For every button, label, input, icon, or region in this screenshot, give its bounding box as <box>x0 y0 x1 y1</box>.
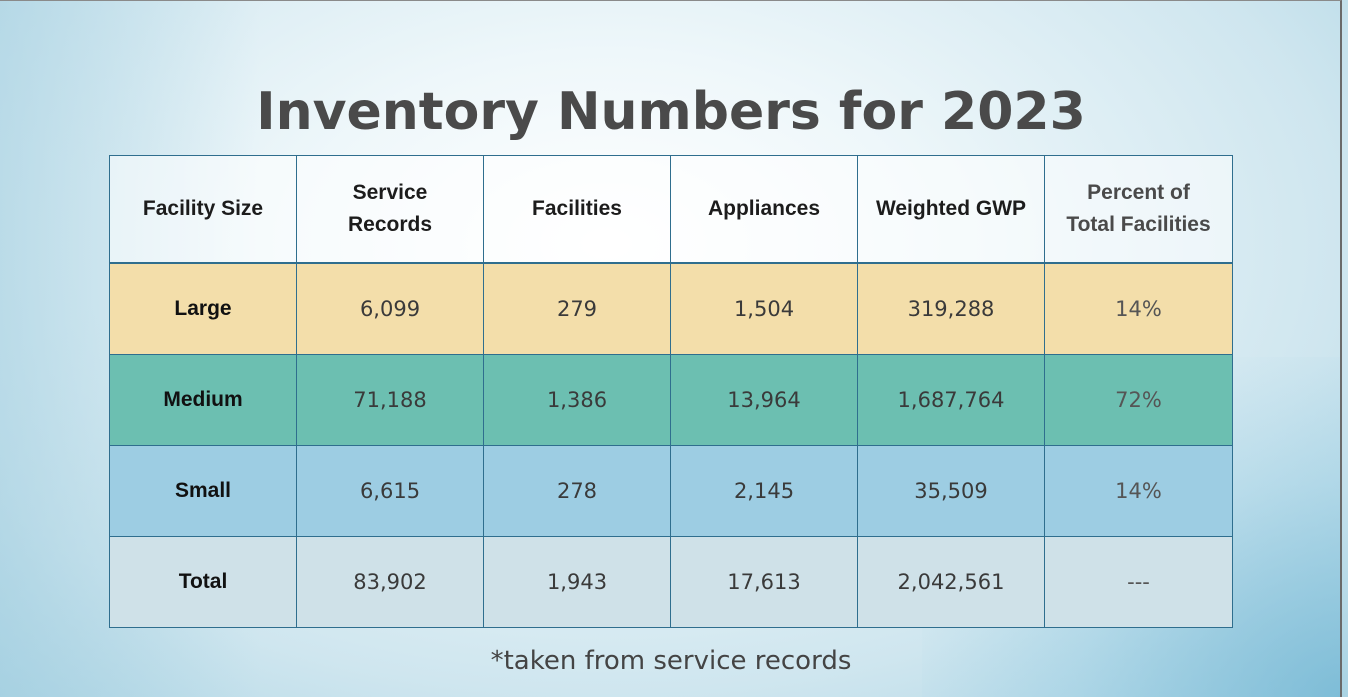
table-row-large: Large 6,099 279 1,504 319,288 14% <box>109 262 1233 355</box>
cell-facilities: 278 <box>483 445 671 537</box>
cell-percent: 72% <box>1044 354 1233 446</box>
cell-percent: --- <box>1044 536 1233 628</box>
table-row-medium: Medium 71,188 1,386 13,964 1,687,764 72% <box>109 354 1233 446</box>
table-row-total: Total 83,902 1,943 17,613 2,042,561 --- <box>109 536 1233 628</box>
cell-percent: 14% <box>1044 262 1233 355</box>
cell-service-records: 71,188 <box>296 354 484 446</box>
cell-facilities: 1,943 <box>483 536 671 628</box>
cell-appliances: 13,964 <box>670 354 858 446</box>
header-percent-total: Percent of Total Facilities <box>1044 155 1233 264</box>
cell-weighted-gwp: 35,509 <box>857 445 1045 537</box>
page-title: Inventory Numbers for 2023 <box>256 82 1086 142</box>
header-percent-line1: Percent of <box>1087 181 1190 204</box>
cell-size: Large <box>109 262 297 355</box>
cell-service-records: 83,902 <box>296 536 484 628</box>
header-service-records-line1: Service <box>352 181 428 204</box>
inventory-table: Facility Size Service Records Facilities… <box>109 155 1233 628</box>
table-row-small: Small 6,615 278 2,145 35,509 14% <box>109 445 1233 537</box>
header-weighted-gwp: Weighted GWP <box>857 155 1045 264</box>
cell-size: Total <box>109 536 297 628</box>
cell-percent: 14% <box>1044 445 1233 537</box>
cell-service-records: 6,099 <box>296 262 484 355</box>
cell-appliances: 17,613 <box>670 536 858 628</box>
header-service-records-line2: Records <box>347 213 433 236</box>
table-header-row: Facility Size Service Records Facilities… <box>109 155 1233 264</box>
cell-appliances: 2,145 <box>670 445 858 537</box>
cell-facilities: 279 <box>483 262 671 355</box>
header-percent-line2: Total Facilities <box>1066 213 1211 236</box>
cell-service-records: 6,615 <box>296 445 484 537</box>
cell-size: Small <box>109 445 297 537</box>
cell-size: Medium <box>109 354 297 446</box>
header-facility-size: Facility Size <box>109 155 297 264</box>
footnote: *taken from service records <box>490 646 852 676</box>
header-service-records: Service Records <box>296 155 484 264</box>
header-facilities: Facilities <box>483 155 671 264</box>
cell-appliances: 1,504 <box>670 262 858 355</box>
header-appliances: Appliances <box>670 155 858 264</box>
cell-weighted-gwp: 1,687,764 <box>857 354 1045 446</box>
cell-weighted-gwp: 2,042,561 <box>857 536 1045 628</box>
cell-weighted-gwp: 319,288 <box>857 262 1045 355</box>
cell-facilities: 1,386 <box>483 354 671 446</box>
